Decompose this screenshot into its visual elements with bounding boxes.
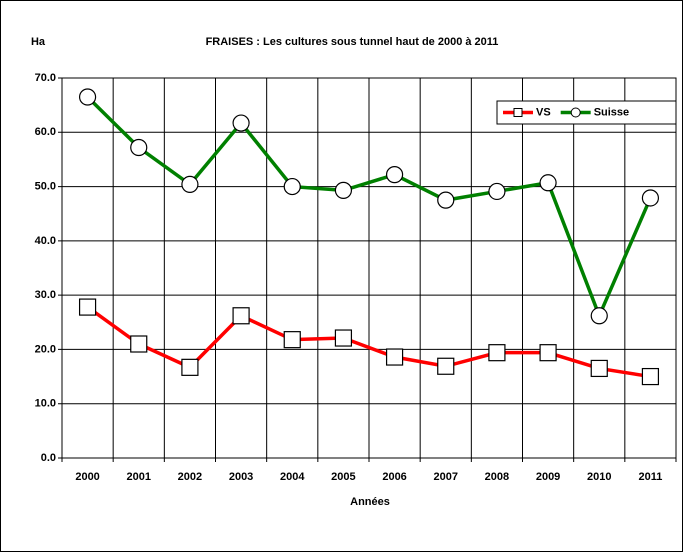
- data-point: [488, 182, 506, 201]
- data-point: [539, 174, 557, 192]
- data-point: [181, 175, 199, 193]
- x-tick-label: 2004: [280, 471, 305, 483]
- y-axis-label: Ha: [31, 36, 46, 48]
- legend-marker: [513, 108, 523, 117]
- x-tick-label: 2006: [382, 471, 406, 483]
- y-tick-label: 50.0: [35, 180, 56, 192]
- data-point: [437, 357, 455, 375]
- data-point: [641, 189, 660, 207]
- y-tick-label: 40.0: [35, 235, 56, 247]
- data-point: [334, 181, 353, 199]
- x-tick-label: 2002: [178, 471, 202, 483]
- y-tick-label: 60.0: [35, 126, 56, 138]
- x-tick-label: 2011: [638, 471, 662, 483]
- data-point: [385, 166, 404, 184]
- data-point: [181, 358, 199, 376]
- x-tick-label: 2007: [434, 471, 458, 483]
- x-axis-label: Années: [350, 496, 390, 508]
- data-point: [590, 307, 608, 325]
- data-point: [334, 329, 353, 347]
- y-tick-label: 20.0: [35, 343, 56, 355]
- data-point: [437, 191, 455, 209]
- x-tick-label: 2003: [229, 471, 253, 483]
- chart-title: FRAISES : Les cultures sous tunnel haut …: [206, 36, 499, 48]
- x-tick-label: 2010: [587, 471, 611, 483]
- legend-label: VS: [536, 106, 551, 118]
- legend-label: Suisse: [594, 106, 629, 118]
- x-tick-label: 2008: [485, 471, 509, 483]
- data-point: [78, 88, 97, 106]
- legend-marker: [570, 107, 581, 118]
- x-tick-label: 2009: [536, 471, 560, 483]
- y-tick-label: 30.0: [35, 289, 56, 301]
- data-point: [232, 114, 250, 132]
- x-tick-label: 2001: [127, 471, 151, 483]
- y-tick-label: 70.0: [35, 72, 56, 84]
- data-point: [130, 335, 148, 353]
- data-point: [283, 177, 301, 196]
- data-point: [590, 359, 608, 378]
- y-tick-label: 10.0: [35, 398, 56, 410]
- y-tick-label: 0.0: [41, 452, 56, 464]
- series-line: [86, 95, 653, 321]
- x-tick-label: 2005: [331, 471, 355, 483]
- data-point: [539, 344, 557, 362]
- data-point: [283, 331, 301, 349]
- data-point: [232, 307, 250, 325]
- data-point: [488, 344, 506, 362]
- data-point: [78, 298, 97, 316]
- x-tick-label: 2000: [75, 471, 99, 483]
- data-point: [641, 367, 660, 386]
- plot-frame: [61, 77, 677, 459]
- data-point: [385, 348, 404, 366]
- data-point: [130, 138, 148, 157]
